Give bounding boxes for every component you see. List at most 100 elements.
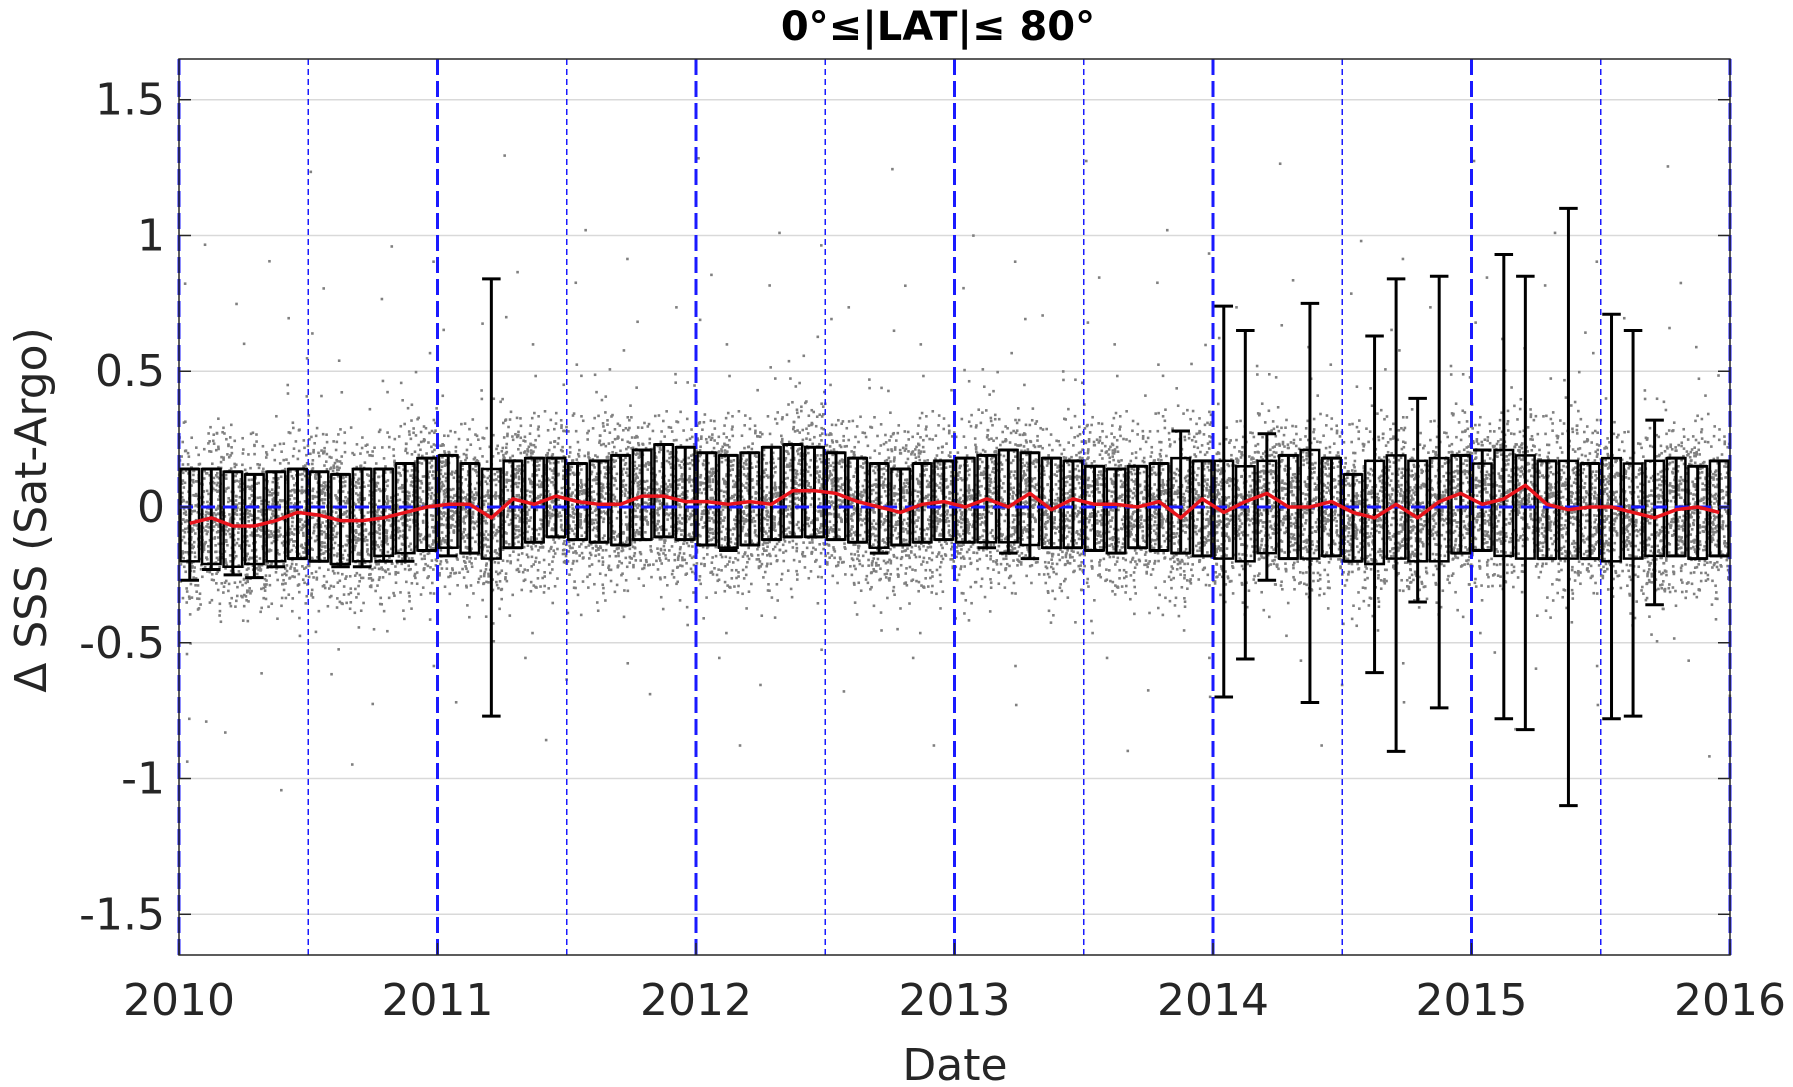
scatter-point <box>226 543 229 547</box>
scatter-point <box>315 522 318 526</box>
scatter-point <box>572 412 576 415</box>
scatter-point <box>644 531 647 534</box>
scatter-point <box>315 578 319 581</box>
scatter-point <box>449 495 452 499</box>
scatter-point <box>657 532 661 535</box>
scatter-point <box>290 548 294 552</box>
scatter-point <box>443 464 447 468</box>
scatter-point <box>492 433 495 437</box>
scatter-point <box>246 512 250 515</box>
scatter-point <box>289 489 292 493</box>
scatter-point <box>414 563 418 566</box>
scatter-point <box>419 540 423 544</box>
scatter-point <box>615 583 619 587</box>
scatter-point <box>686 509 689 513</box>
scatter-point <box>514 476 518 479</box>
scatter-point <box>477 577 481 581</box>
scatter-point <box>582 488 586 492</box>
scatter-point <box>188 597 191 600</box>
scatter-point <box>593 416 596 420</box>
scatter-point <box>332 466 336 469</box>
scatter-point <box>281 582 285 586</box>
scatter-point <box>304 566 308 569</box>
scatter-point <box>566 611 570 615</box>
scatter-point <box>487 496 490 500</box>
scatter-point <box>433 448 436 452</box>
scatter-point <box>546 490 550 493</box>
scatter-point <box>594 544 598 548</box>
scatter-point <box>729 460 733 464</box>
scatter-point <box>206 522 210 526</box>
scatter-point <box>720 555 724 559</box>
scatter-point <box>250 478 254 482</box>
scatter-point <box>246 619 250 623</box>
scatter-point <box>622 532 626 535</box>
scatter-point <box>460 532 464 536</box>
scatter-point <box>721 508 725 512</box>
scatter-point <box>724 506 727 509</box>
scatter-point <box>669 485 673 489</box>
scatter-point <box>545 454 549 457</box>
scatter-point <box>580 526 583 530</box>
scatter-point <box>526 450 530 453</box>
scatter-point <box>247 567 250 570</box>
scatter-point <box>693 384 696 387</box>
scatter-point <box>719 510 723 514</box>
scatter-point <box>577 452 580 456</box>
scatter-point <box>621 546 624 549</box>
scatter-point <box>689 567 693 571</box>
scatter-point <box>353 514 356 518</box>
scatter-point <box>487 545 490 549</box>
scatter-point <box>692 443 696 446</box>
scatter-point <box>430 464 434 468</box>
scatter-point <box>530 458 534 462</box>
scatter-point <box>724 416 728 420</box>
scatter-point <box>657 414 661 417</box>
scatter-point <box>448 574 452 578</box>
scatter-point <box>487 575 490 578</box>
scatter-point <box>206 544 210 548</box>
scatter-point <box>717 435 721 439</box>
scatter-point <box>658 537 662 541</box>
scatter-point <box>322 574 326 578</box>
scatter-point <box>354 503 357 506</box>
scatter-point <box>548 478 551 482</box>
scatter-point <box>491 512 495 515</box>
scatter-point <box>523 440 527 443</box>
scatter-point <box>617 510 620 514</box>
scatter-point <box>672 576 676 579</box>
scatter-point <box>206 519 209 523</box>
scatter-point <box>656 547 659 550</box>
scatter-point <box>390 245 394 248</box>
scatter-point <box>661 607 665 611</box>
scatter-point <box>478 447 482 450</box>
scatter-point <box>520 552 524 555</box>
scatter-point <box>711 496 715 500</box>
scatter-point <box>303 500 307 503</box>
scatter-point <box>611 529 614 533</box>
scatter-point <box>380 566 383 569</box>
scatter-point <box>589 542 593 546</box>
scatter-point <box>376 544 379 547</box>
scatter-point <box>288 510 291 514</box>
scatter-point <box>568 472 572 476</box>
scatter-point <box>635 528 639 532</box>
scatter-point <box>212 476 216 480</box>
scatter-point <box>462 576 466 579</box>
scatter-point <box>624 578 628 582</box>
scatter-point <box>556 442 560 445</box>
scatter-point <box>637 530 641 534</box>
scatter-point <box>291 575 294 578</box>
scatter-point <box>543 456 547 460</box>
scatter-point <box>562 529 566 533</box>
scatter-point <box>311 489 314 493</box>
scatter-point <box>668 452 672 456</box>
scatter-point <box>595 472 599 475</box>
scatter-point <box>599 500 603 504</box>
scatter-point <box>408 599 411 603</box>
scatter-point <box>289 567 292 570</box>
scatter-point <box>334 494 337 497</box>
scatter-point <box>496 514 500 518</box>
scatter-point <box>691 463 695 467</box>
scatter-point <box>290 494 293 497</box>
